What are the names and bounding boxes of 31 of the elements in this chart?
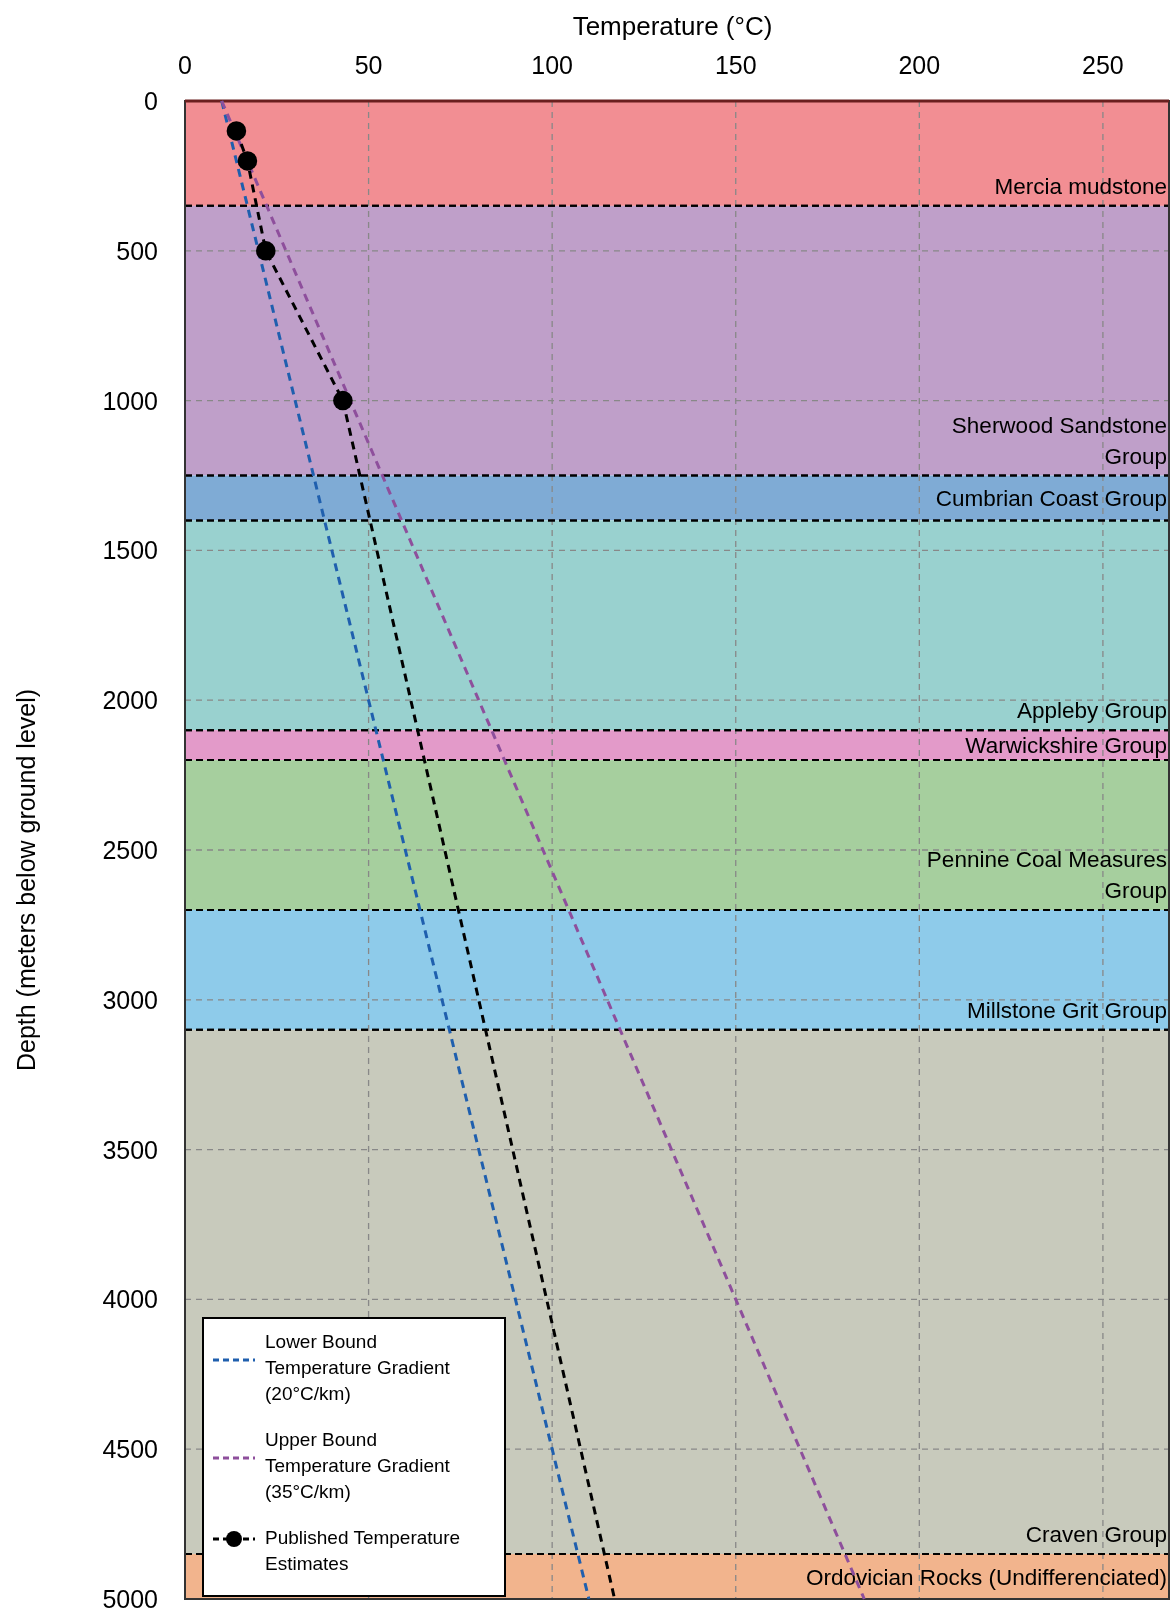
y-tick-label: 5000 (102, 1585, 158, 1609)
y-tick-label: 3500 (102, 1135, 158, 1164)
y-tick-label: 2500 (102, 836, 158, 864)
y-tick-label: 500 (116, 236, 158, 265)
x-tick-label: 250 (1082, 51, 1124, 79)
y-axis-title: Depth (meters below ground level) (12, 688, 40, 1072)
legend-label: Published Temperature Estimates (265, 1527, 461, 1574)
x-tick-label: 100 (531, 51, 574, 79)
band-label: Millstone Grit Group (966, 997, 1167, 1023)
x-tick-label: 0 (178, 51, 192, 79)
band-label: Warwickshire Group (965, 733, 1167, 759)
x-tick-label: 200 (898, 51, 941, 79)
x-tick-label: 50 (354, 51, 383, 79)
legend-label: Lower Bound Temperature Gradient (20°C/km) (265, 1331, 451, 1404)
y-tick-label: 1000 (102, 386, 158, 415)
band-label: Sherwood Sandstone Group (951, 412, 1167, 469)
band-label: Ordovician Rocks (Undifferenciated) (806, 1564, 1167, 1590)
band-label: Craven Group (1025, 1522, 1167, 1548)
y-tick-label: 3000 (102, 985, 158, 1014)
y-tick-label: 4500 (102, 1435, 158, 1464)
band-label: Appleby Group (1016, 698, 1167, 724)
y-tick-label: 0 (144, 87, 158, 115)
band-label: Cumbrian Coast Group (935, 485, 1167, 511)
legend-label: Upper Bound Temperature Gradient (35°C/km) (265, 1429, 451, 1502)
y-tick-label: 4000 (102, 1285, 158, 1314)
band-label: Pennine Coal Measures Group (926, 846, 1167, 903)
y-tick-label: 1500 (102, 536, 158, 565)
x-tick-label: 150 (714, 51, 757, 79)
y-tick-label: 2000 (102, 686, 158, 715)
x-axis-title: Temperature (°C) (572, 11, 773, 41)
band-label: Mercia mudstone (994, 173, 1167, 199)
